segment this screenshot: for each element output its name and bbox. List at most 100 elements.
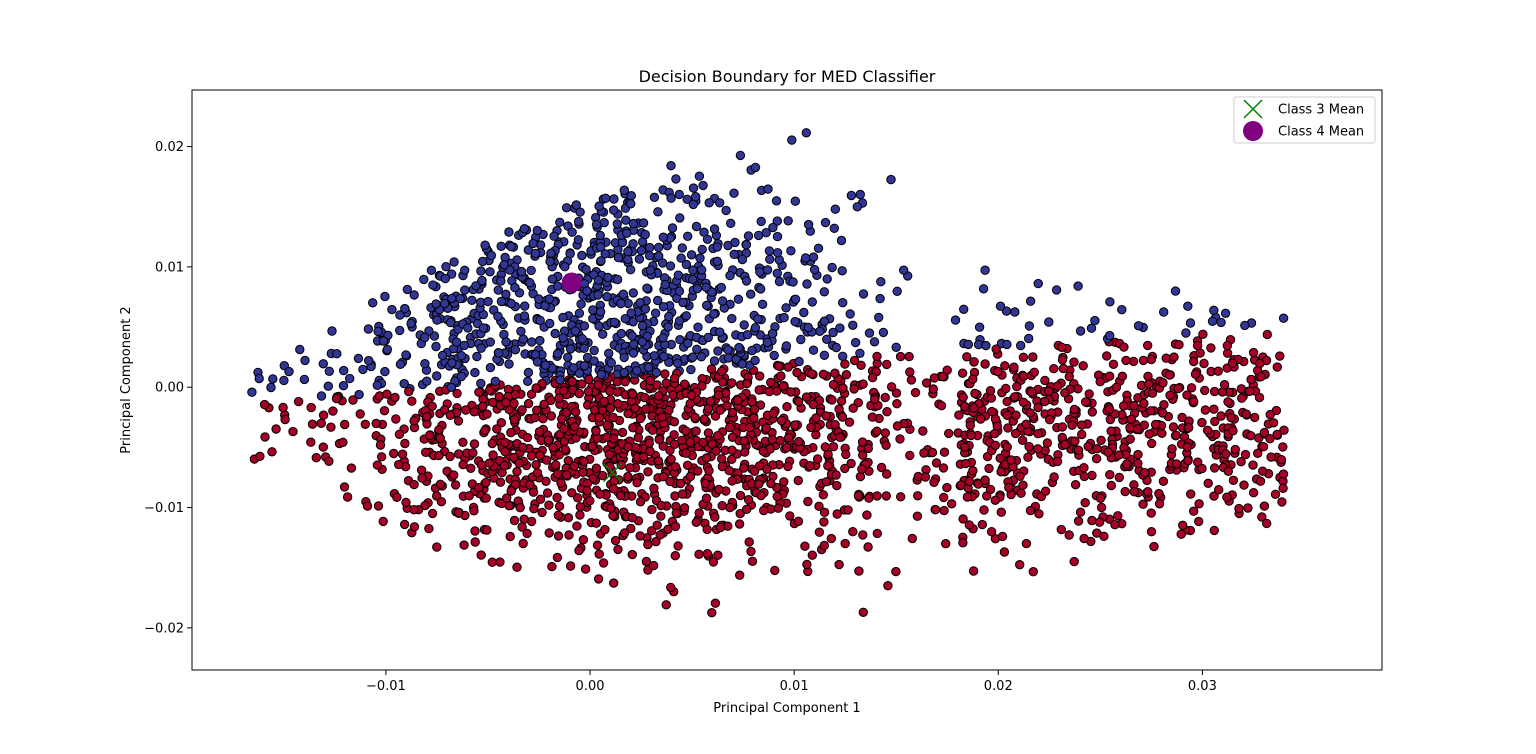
- data-point: [501, 337, 511, 347]
- data-point: [1045, 415, 1055, 425]
- data-point: [996, 507, 1006, 517]
- data-point: [1057, 355, 1068, 365]
- data-point: [446, 269, 457, 279]
- data-point: [1182, 442, 1193, 452]
- data-point: [1143, 487, 1153, 497]
- data-point: [603, 272, 613, 283]
- data-point: [578, 467, 588, 477]
- data-point: [666, 582, 676, 593]
- data-point: [968, 566, 979, 576]
- legend-class-4-symbol: [1243, 121, 1263, 141]
- data-point: [734, 519, 745, 529]
- data-point: [1213, 366, 1223, 376]
- data-point: [565, 561, 576, 571]
- data-point: [892, 399, 902, 409]
- data-point: [892, 286, 902, 296]
- data-point: [782, 402, 792, 412]
- data-point: [880, 392, 890, 403]
- data-point: [610, 535, 621, 546]
- data-point: [683, 231, 693, 242]
- data-point: [790, 196, 800, 206]
- data-point: [581, 264, 591, 275]
- data-point: [617, 427, 628, 438]
- data-point: [1021, 419, 1032, 429]
- data-point: [469, 407, 479, 417]
- data-point: [372, 460, 383, 470]
- data-point: [783, 362, 793, 372]
- data-point: [1106, 426, 1116, 436]
- data-point: [472, 351, 482, 362]
- data-point: [652, 520, 662, 530]
- data-point: [1052, 381, 1063, 391]
- data-point: [478, 401, 488, 412]
- data-point: [696, 352, 707, 362]
- data-point: [786, 387, 796, 397]
- data-point: [939, 447, 950, 457]
- data-point: [754, 479, 764, 489]
- legend: Class 3 Mean Class 4 Mean: [1233, 96, 1376, 144]
- data-point: [841, 370, 852, 380]
- data-point: [783, 461, 793, 472]
- data-point: [793, 475, 803, 486]
- data-point: [969, 357, 979, 367]
- data-point: [809, 264, 820, 275]
- data-point: [678, 297, 688, 308]
- data-point: [434, 425, 444, 435]
- data-point: [966, 430, 976, 441]
- data-point: [800, 253, 811, 263]
- data-point: [1275, 351, 1285, 361]
- data-point: [395, 359, 406, 369]
- data-point: [1277, 497, 1287, 507]
- data-point: [1024, 321, 1035, 331]
- data-point: [682, 460, 693, 470]
- data-point: [741, 240, 752, 250]
- x-tick-label: 0.00: [576, 679, 605, 694]
- data-point: [699, 227, 709, 237]
- data-point: [723, 353, 734, 363]
- data-point: [1276, 455, 1287, 465]
- data-point: [616, 490, 626, 501]
- data-point: [1080, 498, 1090, 508]
- data-point: [470, 367, 480, 378]
- data-point: [947, 499, 957, 509]
- data-point: [1110, 520, 1120, 530]
- data-point: [778, 381, 789, 391]
- data-point: [921, 378, 932, 388]
- data-point: [609, 433, 619, 444]
- data-point: [1040, 396, 1050, 407]
- data-point: [1033, 444, 1043, 454]
- data-point: [593, 290, 603, 300]
- data-point: [644, 438, 654, 448]
- data-point: [670, 521, 681, 532]
- data-point: [602, 420, 612, 430]
- data-point: [690, 412, 700, 423]
- data-point: [331, 393, 342, 404]
- data-point: [360, 419, 370, 429]
- data-point: [698, 180, 708, 191]
- data-point: [1245, 386, 1255, 396]
- data-point: [715, 522, 726, 533]
- data-point: [786, 246, 796, 256]
- data-point: [646, 526, 657, 536]
- data-point: [913, 491, 923, 501]
- data-point: [801, 392, 812, 402]
- data-point: [929, 477, 939, 487]
- data-point: [669, 439, 680, 449]
- data-point: [545, 318, 555, 329]
- data-point: [886, 174, 896, 185]
- data-point: [482, 409, 492, 419]
- data-point: [830, 204, 840, 214]
- data-point: [594, 321, 604, 331]
- data-point: [1278, 469, 1289, 479]
- data-point: [596, 369, 606, 380]
- data-point: [460, 265, 470, 275]
- data-point: [453, 416, 464, 426]
- data-point: [759, 505, 769, 516]
- data-point: [399, 379, 409, 389]
- data-point: [715, 405, 725, 415]
- data-point: [1189, 356, 1199, 367]
- data-point: [658, 333, 668, 343]
- data-point: [977, 519, 987, 530]
- data-point: [570, 422, 580, 432]
- data-point: [400, 438, 410, 449]
